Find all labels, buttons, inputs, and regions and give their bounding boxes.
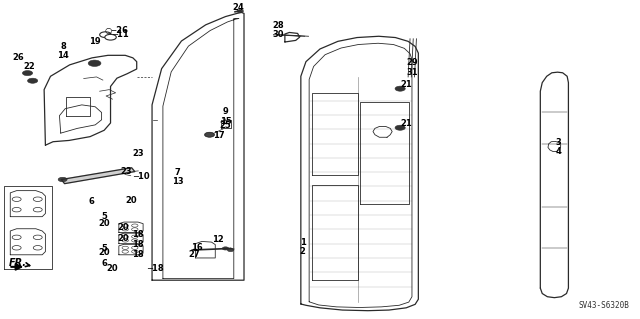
Text: 20: 20 [99,219,110,228]
Circle shape [132,246,138,249]
Text: 6: 6 [88,197,94,206]
Text: 20: 20 [107,263,118,273]
Text: 26: 26 [13,53,24,62]
Text: 20: 20 [118,234,129,243]
Circle shape [132,228,138,231]
Circle shape [122,224,129,227]
Text: 20: 20 [99,249,110,257]
Circle shape [395,86,405,91]
Circle shape [205,132,214,137]
Text: 5: 5 [101,244,107,253]
Text: ─18: ─18 [148,264,164,273]
Text: 18: 18 [132,250,144,259]
Text: 29
31: 29 31 [407,58,419,77]
Text: 20: 20 [118,223,129,232]
Text: 18: 18 [132,230,144,239]
Text: 7
13: 7 13 [172,168,184,186]
Circle shape [122,235,129,238]
Circle shape [12,246,21,250]
Text: 23: 23 [132,149,144,158]
Circle shape [33,235,42,240]
Circle shape [33,207,42,212]
Circle shape [132,250,138,253]
Circle shape [12,197,21,201]
Text: ─10: ─10 [134,172,150,181]
Circle shape [122,250,129,253]
Circle shape [28,78,38,83]
Text: 27: 27 [188,250,200,259]
Text: FR.: FR. [8,258,30,268]
Circle shape [132,239,138,242]
Text: 22: 22 [23,62,35,71]
Circle shape [227,249,234,252]
Circle shape [132,224,138,227]
Polygon shape [61,168,135,184]
Circle shape [222,247,228,250]
Text: 1
2: 1 2 [300,238,306,256]
Text: 6: 6 [101,259,107,268]
Circle shape [105,34,116,40]
Text: 18: 18 [132,240,144,249]
Text: 21: 21 [401,119,412,128]
Text: 20: 20 [125,196,137,205]
Circle shape [122,228,129,231]
Circle shape [33,197,42,201]
Text: 16: 16 [191,243,204,252]
Text: 21: 21 [401,80,412,89]
Text: 24: 24 [232,4,244,12]
Text: SV43-S6320B: SV43-S6320B [579,301,630,310]
Text: 25: 25 [220,121,232,130]
Text: 8
14: 8 14 [58,42,69,60]
Circle shape [204,132,214,137]
Circle shape [33,246,42,250]
Circle shape [122,246,129,249]
Circle shape [237,10,243,13]
Text: 5: 5 [101,211,107,220]
Text: 23: 23 [120,167,132,176]
Text: 17: 17 [213,131,225,140]
Circle shape [22,70,33,76]
Circle shape [88,60,101,66]
Text: 12: 12 [212,235,224,244]
Circle shape [395,125,405,130]
Text: ─11: ─11 [113,31,129,40]
Circle shape [100,32,111,38]
Text: ○─26: ○─26 [105,26,129,35]
Circle shape [58,177,67,182]
Circle shape [122,239,129,242]
Circle shape [132,235,138,238]
Text: 28
30: 28 30 [273,21,284,39]
Circle shape [12,235,21,240]
Text: 19: 19 [89,38,100,47]
Text: 3
4: 3 4 [556,137,561,156]
Circle shape [12,207,21,212]
Text: 9
15: 9 15 [220,108,232,126]
